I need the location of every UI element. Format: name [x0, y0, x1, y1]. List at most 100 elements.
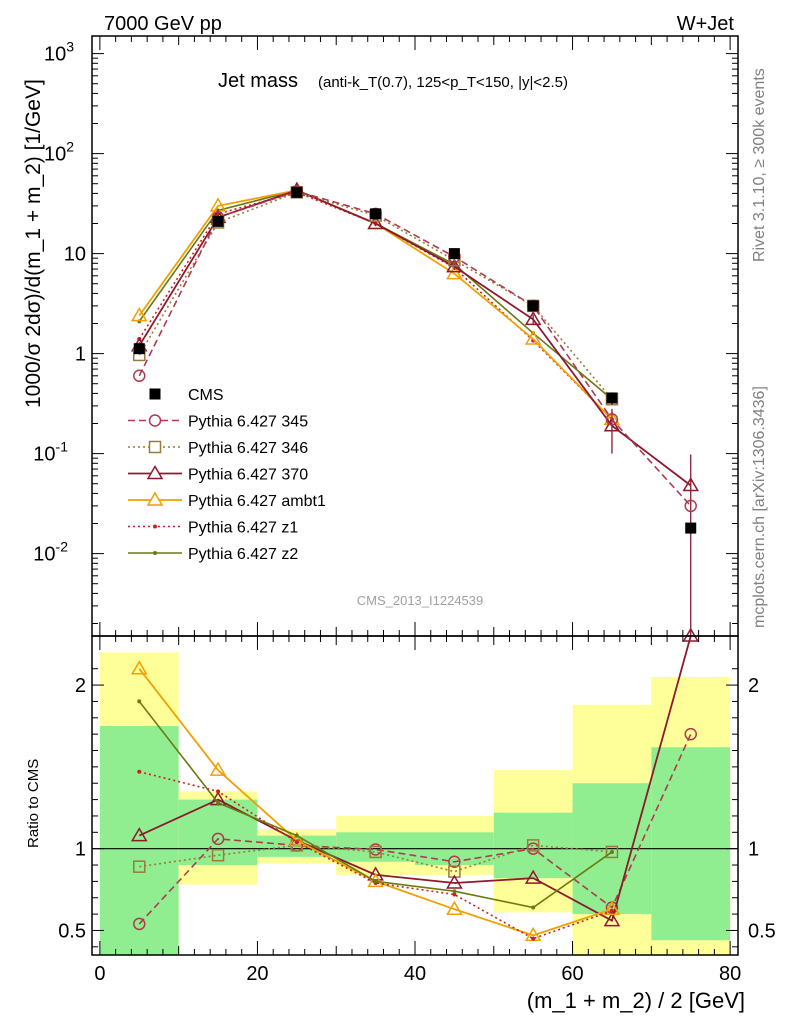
plot-title-main: Jet mass	[218, 70, 298, 92]
main-point-p345	[684, 499, 697, 513]
main-series-p345	[133, 185, 697, 513]
legend-marker-ambt1	[146, 491, 164, 506]
x-tick-label: 0	[94, 963, 105, 985]
header-process-label: W+Jet	[677, 13, 735, 35]
legend-label-z1: Pythia 6.427 z1	[188, 520, 298, 537]
main-point-p345	[605, 413, 619, 426]
ratio-point-z1	[452, 892, 457, 897]
ratio-point-p346	[369, 845, 382, 859]
legend-item-z1: Pythia 6.427 z1	[128, 520, 298, 537]
ratio-point-p370	[603, 912, 621, 927]
ratio-point-ambt1	[603, 900, 621, 915]
rivet-version-label: Rivet 3.1.10, ≥ 300k events	[751, 68, 768, 262]
mcplots-reference-label: mcplots.cern.ch [arXiv:1306.3436]	[751, 386, 768, 628]
legend-item-ambt1: Pythia 6.427 ambt1	[128, 491, 326, 510]
ratio-band-inner	[651, 747, 731, 941]
main-point-p370	[367, 215, 384, 230]
ratio-point-p346	[526, 839, 540, 852]
ratio-point-p345	[133, 917, 146, 931]
legend-marker-z2	[153, 551, 157, 555]
ratio-y-tick-label: 2	[75, 675, 86, 697]
main-y-tick-label: 1	[75, 344, 86, 366]
legend-item-p345: Pythia 6.427 345	[128, 414, 308, 431]
main-point-p370	[524, 310, 542, 326]
ratio-point-z2	[609, 849, 614, 854]
ratio-point-p370	[446, 874, 463, 889]
ratio-series-p346	[133, 839, 619, 878]
x-tick-label: 80	[719, 963, 741, 985]
header-energy-label: 7000 GeV pp	[104, 13, 222, 35]
main-point-data	[527, 300, 539, 312]
main-point-data	[291, 186, 303, 198]
main-y-tick-label: 10	[64, 244, 86, 266]
ratio-point-z2	[373, 879, 378, 884]
legend-label-data: CMS	[188, 387, 224, 404]
ratio-point-ambt1	[209, 761, 227, 776]
ratio-y-axis-label: Ratio to CMS	[25, 759, 42, 848]
ratio-y-tick-label-right: 1	[748, 839, 759, 861]
ratio-point-p370	[130, 827, 148, 842]
ratio-point-ambt1	[130, 660, 148, 675]
main-y-axis-label: 1000/σ 2dσ)/d(m_1 + m_2) [1/GeV]	[22, 79, 45, 408]
ratio-point-p345	[684, 727, 697, 741]
main-point-data	[212, 215, 224, 227]
ratio-point-z1	[531, 936, 536, 941]
legend-marker-p370	[146, 465, 164, 480]
ratio-point-p346	[133, 860, 146, 873]
legend-label-z2: Pythia 6.427 z2	[188, 546, 298, 563]
ratio-point-p345	[211, 832, 225, 846]
ratio-point-z2	[216, 800, 221, 805]
main-point-ambt1	[524, 330, 542, 345]
analysis-watermark: CMS_2013_I1224539	[357, 593, 484, 608]
ratio-point-p370	[524, 869, 542, 884]
main-point-p345	[133, 369, 146, 383]
main-line-z1	[138, 191, 613, 420]
legend-item-p346: Pythia 6.427 346	[128, 440, 308, 457]
main-point-p370	[603, 417, 621, 432]
ratio-point-z2	[531, 905, 536, 910]
legend-item-data: CMS	[149, 387, 224, 404]
ratio-y-tick-label-right: 2	[748, 675, 759, 697]
legend-marker-p346	[148, 440, 162, 454]
legend-label-p370: Pythia 6.427 370	[188, 467, 308, 484]
ratio-point-p346	[211, 848, 225, 862]
ratio-series-z2	[137, 699, 614, 910]
x-tick-label: 60	[561, 963, 583, 985]
ratio-point-z2	[137, 699, 142, 704]
main-y-tick-label: 10-2	[33, 539, 68, 566]
main-point-ambt1	[130, 307, 148, 322]
ratio-point-ambt1	[367, 872, 384, 888]
ratio-y-tick-label: 0.5	[58, 920, 86, 942]
main-point-ambt1	[446, 265, 463, 280]
main-y-tick-label: 103	[44, 39, 74, 66]
legend-marker-p345	[148, 414, 162, 427]
ratio-y-tick-label: 1	[75, 839, 86, 861]
main-y-tick-label: 10-1	[33, 439, 68, 466]
ratio-line-p345	[138, 733, 692, 925]
main-y-tick-label: 102	[44, 139, 74, 166]
main-series-data	[133, 186, 697, 534]
legend-label-p346: Pythia 6.427 346	[188, 440, 308, 457]
main-point-data	[685, 522, 697, 534]
main-point-data	[370, 208, 382, 220]
ratio-band-inner	[493, 812, 573, 879]
ratio-y-tick-label-right: 0.5	[748, 920, 776, 942]
ratio-point-p346	[605, 845, 619, 859]
ratio-point-z1	[137, 769, 142, 774]
legend-item-z2: Pythia 6.427 z2	[128, 546, 298, 563]
main-series-p370	[130, 181, 700, 636]
legend-label-ambt1: Pythia 6.427 ambt1	[188, 493, 326, 510]
ratio-point-ambt1	[446, 900, 463, 915]
ratio-point-z2	[294, 833, 299, 838]
ratio-point-p345	[448, 855, 461, 869]
main-line-p345	[138, 190, 692, 507]
x-axis-label: (m_1 + m_2) / 2 [GeV]	[527, 988, 745, 1013]
ratio-point-p370	[682, 627, 700, 642]
ratio-point-z1	[294, 840, 299, 845]
plot-title-detail: (anti-k_T(0.7), 125<p_T<150, |y|<2.5)	[318, 74, 568, 91]
legend-item-p370: Pythia 6.427 370	[128, 465, 308, 484]
main-point-data	[606, 392, 618, 404]
x-tick-label: 40	[404, 963, 426, 985]
legend-marker-data	[149, 388, 161, 400]
